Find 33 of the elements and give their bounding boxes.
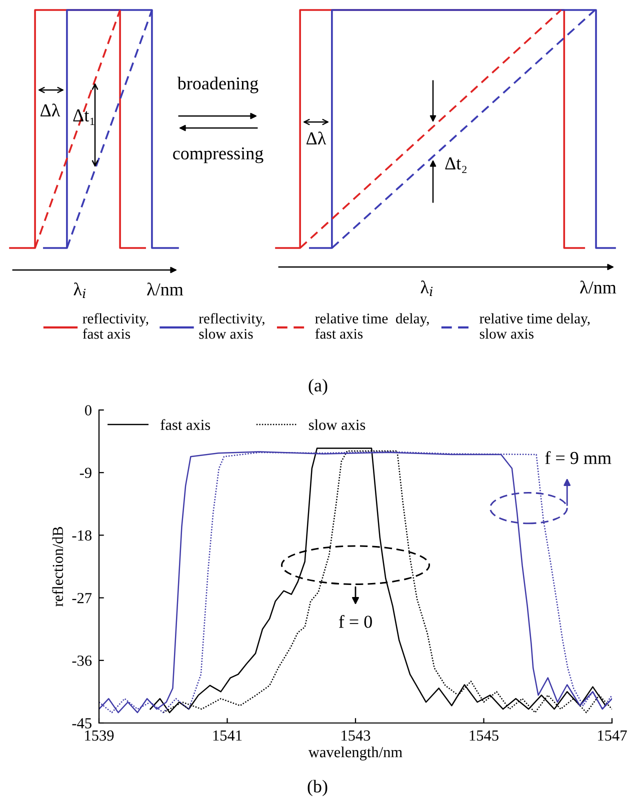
x-tick-label: 1547 bbox=[598, 730, 627, 741]
legend-label: relative time delay, slow axis bbox=[480, 313, 590, 339]
legend-label: fast axis bbox=[160, 419, 210, 430]
y-axis-title: reflection/dB bbox=[52, 526, 64, 606]
legend-label: slow axis bbox=[309, 419, 366, 430]
text: Δλ bbox=[306, 132, 326, 144]
legend-label: relative time delay, fast axis bbox=[315, 313, 429, 339]
annotation: f = 0 bbox=[338, 615, 372, 628]
x-tick-label: 1539 bbox=[85, 730, 114, 741]
text: compressing bbox=[173, 147, 264, 164]
y-tick-label: -45 bbox=[72, 718, 92, 728]
legend-label: reflectivity, fast axis bbox=[82, 313, 148, 339]
text: λ$_{i}$ bbox=[420, 280, 433, 296]
y-tick-label: 0 bbox=[85, 405, 92, 416]
text: λ/nm bbox=[580, 280, 616, 294]
text: λ$_{i}$ bbox=[74, 282, 86, 298]
text: Δt₁ bbox=[73, 109, 94, 125]
x-tick-label: 1541 bbox=[213, 730, 242, 741]
text: Δt₂ bbox=[445, 157, 466, 174]
legend-label: reflectivity, slow axis bbox=[198, 313, 264, 339]
y-tick-label: -36 bbox=[72, 656, 92, 666]
text: Δλ bbox=[40, 104, 60, 116]
x-axis-title: wavelength/nm bbox=[308, 746, 402, 760]
x-tick-label: 1545 bbox=[470, 730, 498, 741]
x-tick-label: 1543 bbox=[342, 730, 370, 741]
text: (a) bbox=[308, 378, 328, 396]
y-tick-label: -18 bbox=[72, 530, 92, 541]
annotation: f = 9 mm bbox=[545, 451, 612, 464]
text: (b) bbox=[308, 780, 328, 796]
y-tick-label: -27 bbox=[72, 592, 92, 604]
y-tick-label: -9 bbox=[80, 468, 92, 478]
text: λ/nm bbox=[147, 282, 184, 296]
text: broadening bbox=[177, 76, 258, 94]
